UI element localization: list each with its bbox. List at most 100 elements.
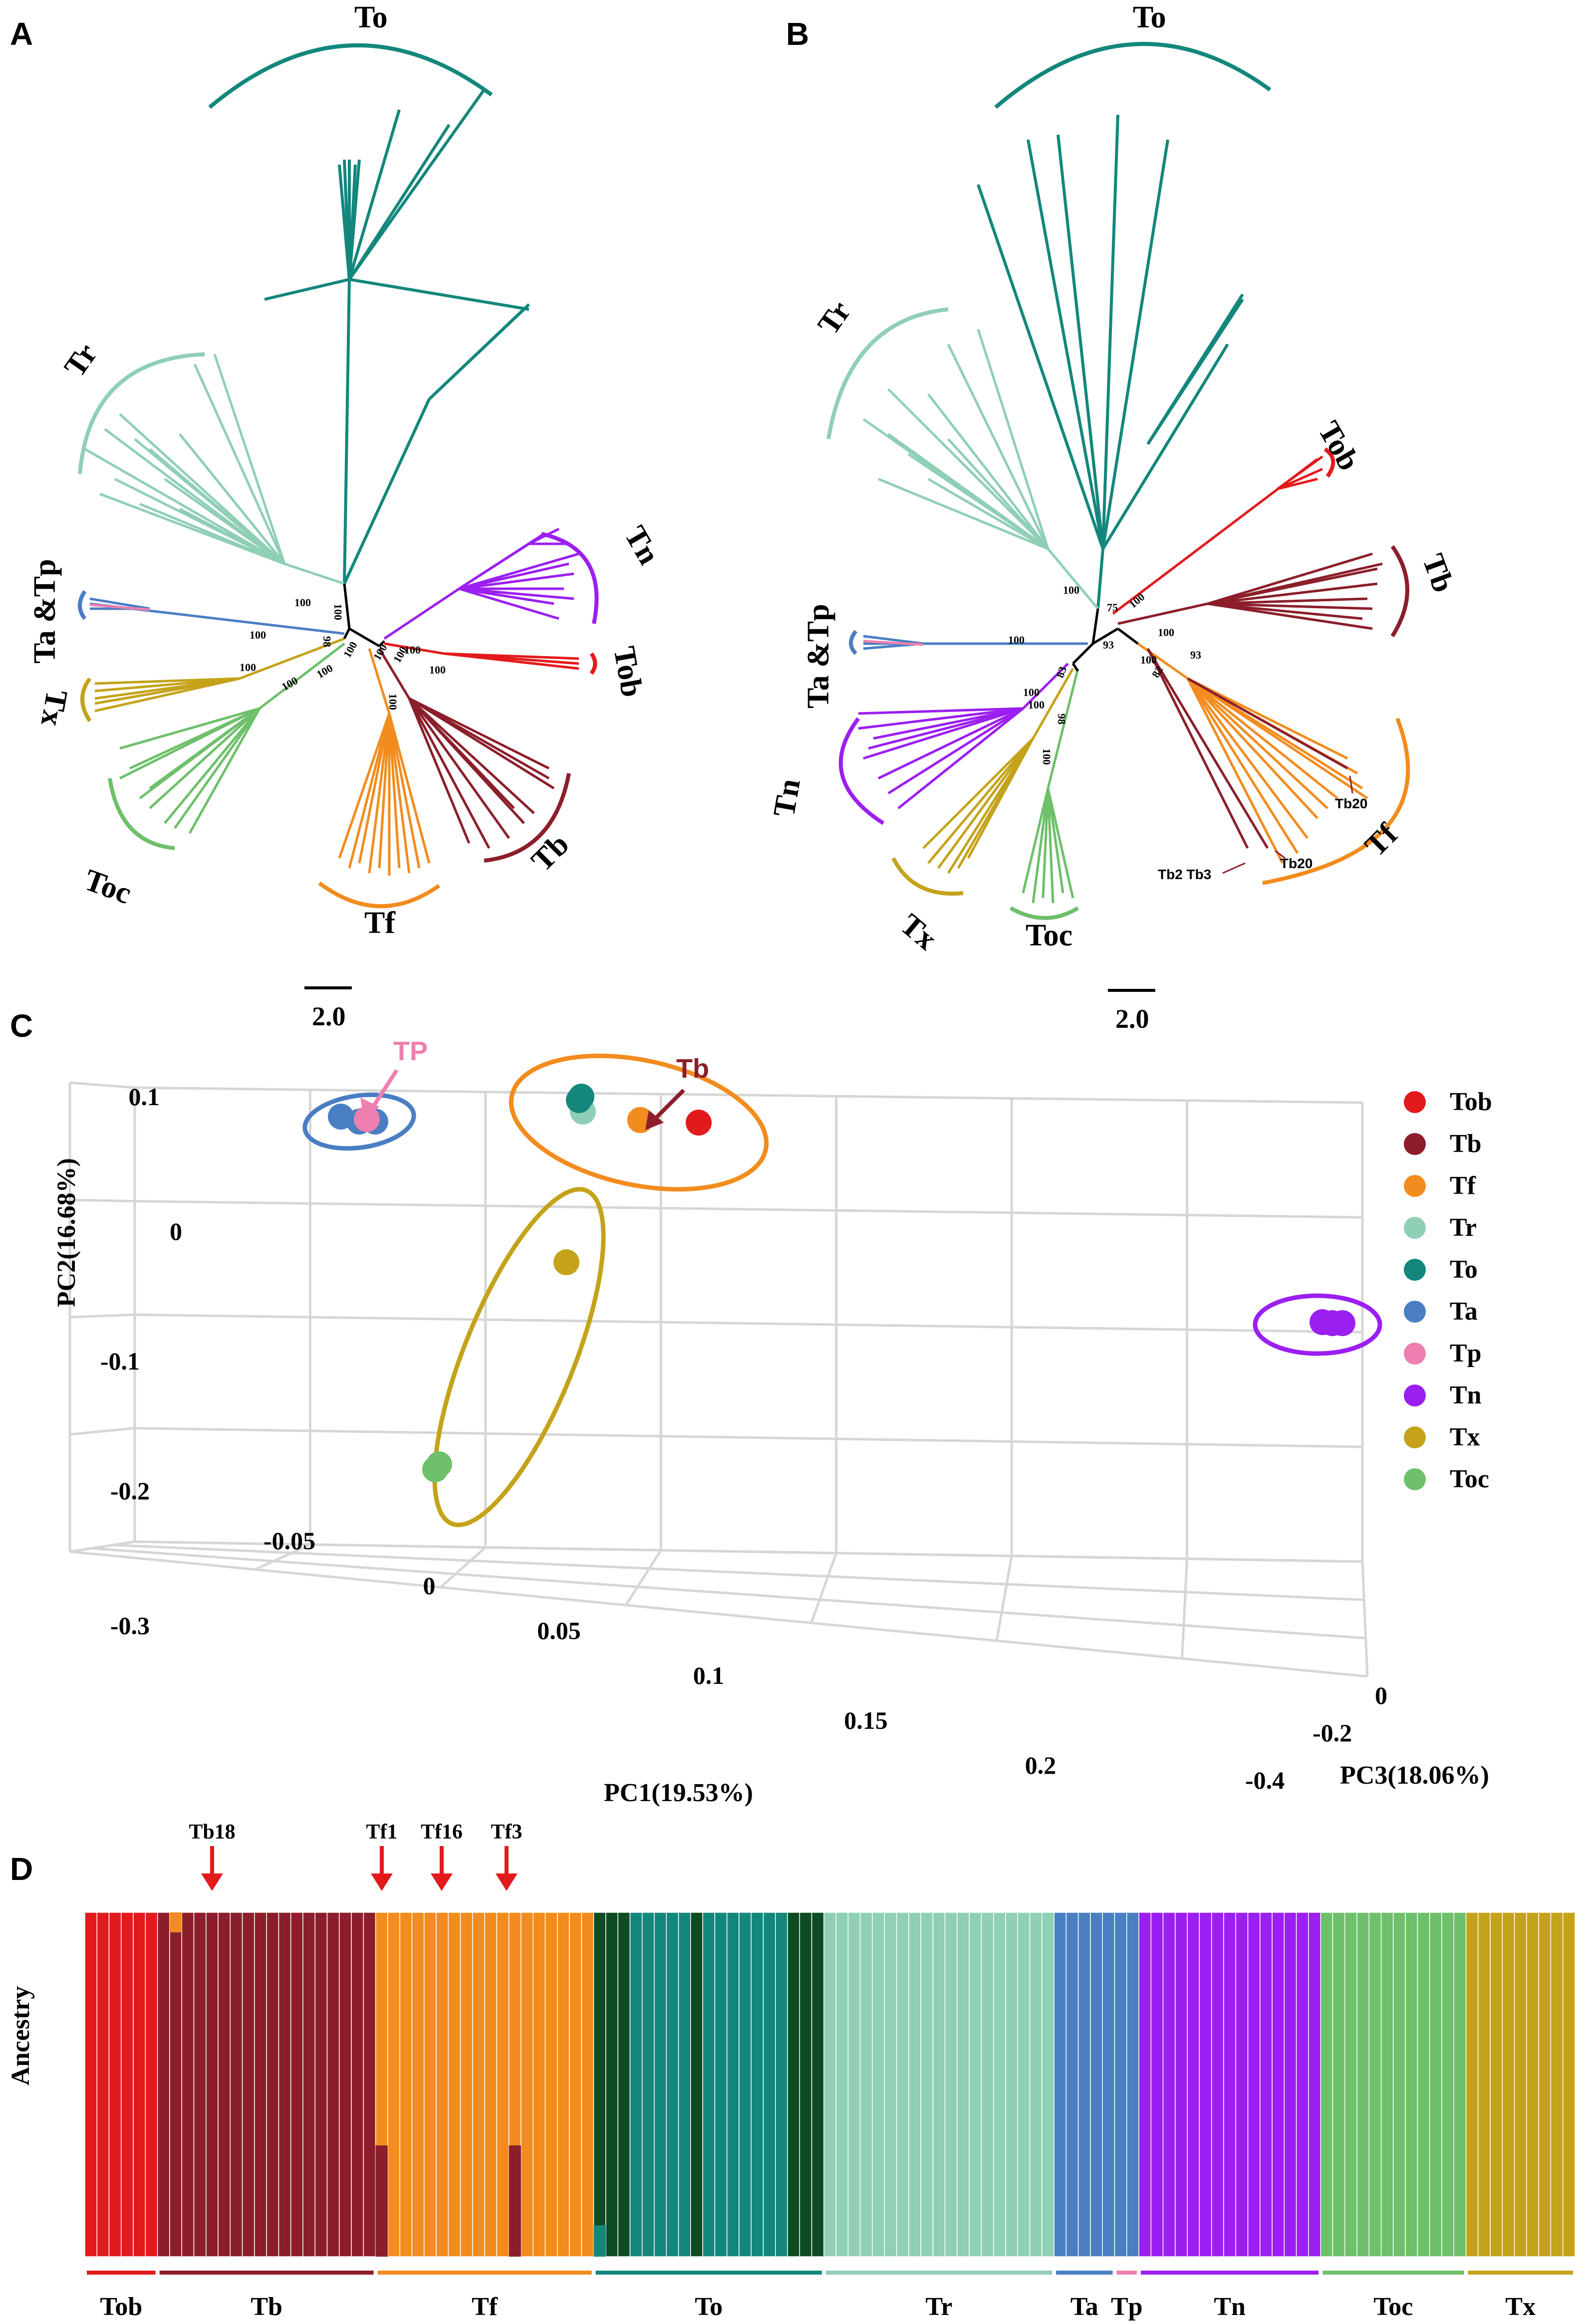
ancestry-marker-label: Tf3: [491, 1821, 523, 1844]
panel-a-bootstrap-labels: 100 100 98 100 100 100 100 100 100 100 1…: [240, 596, 446, 710]
legend-label-tp: Tp: [1450, 1339, 1482, 1368]
pca-gridline: [69, 1198, 135, 1202]
panel-letter-a: A: [10, 16, 33, 52]
ancestry-bar: [581, 1912, 594, 2257]
panel-a-label-toc: Toc: [80, 863, 136, 911]
ancestry-bar: [339, 1912, 352, 2257]
ancestry-bar: [1090, 1912, 1103, 2257]
ancestry-bar: [278, 1912, 291, 2257]
panel-a-tf-arc: [318, 881, 441, 909]
pca-gridline: [1361, 1561, 1369, 1677]
legend-marker-tr: [1404, 1217, 1426, 1239]
panel-a-label-tob: Tob: [607, 644, 649, 699]
ancestry-bar: [811, 1912, 824, 2257]
panel-a-tr-arc: [78, 352, 205, 474]
ancestry-bar: [1429, 1912, 1442, 2257]
ancestry-bar: [218, 1912, 231, 2257]
ancestry-bar: [1538, 1912, 1552, 2257]
ancestry-bar: [1175, 1912, 1188, 2257]
panel-a-tp-branch: [89, 603, 150, 611]
ancestry-bar: [1502, 1912, 1515, 2257]
ancestry-bar: [835, 1912, 849, 2257]
ancestry-bar: [1332, 1912, 1345, 2257]
ancestry-bar: [1272, 1912, 1285, 2257]
panel-a-label-tatp: Ta &Tp: [28, 559, 62, 664]
ancestry-bar: [1320, 1912, 1333, 2257]
panel-a-scale-label: 2.0: [312, 1001, 346, 1031]
pca-gridline: [69, 1313, 135, 1319]
ancestry-bar: [472, 1912, 485, 2257]
ancestry-bar: [957, 1912, 970, 2257]
ancestry-group-label: Tf: [472, 2293, 498, 2321]
panel-a-label-tf: Tf: [364, 906, 396, 940]
pca-xtick: 0.2: [1025, 1751, 1056, 1779]
ancestry-bar: [266, 1912, 279, 2257]
panel-b-center-branches: [1071, 608, 1139, 672]
pca-anno-tp: TP: [393, 1036, 428, 1066]
panel-a-label-tn: Tn: [618, 520, 666, 570]
pca-point-tp: [354, 1106, 380, 1132]
panel-b-tb20-arrow-a: [1349, 775, 1353, 794]
ancestry-bar: [1211, 1912, 1224, 2257]
ancestry-group-label: To: [695, 2293, 723, 2321]
panel-a-label-tb: Tb: [525, 827, 576, 878]
legend-label-to: To: [1450, 1255, 1478, 1284]
ancestry-bar: [678, 1912, 691, 2257]
pca-xtick: 0.05: [537, 1617, 581, 1644]
ancestry-bar: [775, 1912, 788, 2257]
ancestry-marker-arrowhead: [371, 1873, 393, 1891]
boot-label: 100: [429, 664, 446, 676]
ancestry-bar: [690, 1912, 703, 2257]
panel-b-anno-tb20a: Tb20: [1335, 796, 1367, 811]
panel-b-tb-arc: [1390, 545, 1409, 638]
panel-a-center-branches: [343, 583, 385, 648]
pca-gridline: [134, 1540, 1363, 1563]
ancestry-bar: [544, 1912, 558, 2257]
legend-marker-ta: [1404, 1301, 1426, 1323]
ancestry-groups: Tob Tb Tf To Tr Ta Tp Tn Toc Tx: [87, 2271, 1573, 2321]
panel-b-tf-arc: [1262, 717, 1410, 885]
ancestry-bar: [351, 1912, 364, 2257]
pca-legend: Tob Tb Tf Tr To Ta Tp Tn Tx Toc: [1404, 1088, 1492, 1493]
ancestry-group-label: Tr: [926, 2293, 953, 2321]
boot-label: 100: [250, 629, 266, 641]
legend-label-tn: Tn: [1450, 1381, 1482, 1409]
panel-b-label-tn: Tn: [767, 776, 807, 819]
panel-a-tf-branches: [338, 648, 431, 876]
pca-tb-arrowhead: [645, 1110, 664, 1130]
ancestry-bar: [206, 1912, 219, 2257]
ancestry-bar: [726, 1912, 740, 2257]
panel-a-tb-arc: [484, 773, 571, 863]
ancestry-bar: [884, 1912, 897, 2257]
ancestry-bar: [1138, 1912, 1152, 2257]
ancestry-bar: [787, 1912, 800, 2257]
ancestry-bar: [169, 1912, 182, 2257]
ellipse-tf: [509, 1053, 769, 1192]
ancestry-bar: [157, 1912, 170, 2257]
ancestry-bar: [1562, 1912, 1575, 2257]
panel-b-label-tatp: Ta &Tp: [801, 604, 835, 708]
panel-d: D Ancestry Tb18 Tf1 Tf16 Tf3 Tob Tb Tf To Tr Ta T…: [6, 1821, 1575, 2321]
panel-b-tf-branches: [1137, 642, 1368, 864]
ancestry-bar: [436, 1912, 449, 2257]
boot-label: 98: [1055, 713, 1068, 724]
ancestry-bar: [1465, 1912, 1479, 2257]
pca-ztick: -0.4: [1245, 1766, 1285, 1794]
boot-label: 100: [332, 604, 344, 620]
ancestry-bar: [1029, 1912, 1043, 2257]
boot-label: 100: [1041, 748, 1053, 765]
legend-label-tob: Tob: [1450, 1088, 1492, 1116]
pca-ylabel: PC2(16.68%): [52, 1158, 81, 1307]
ancestry-bar: [1393, 1912, 1406, 2257]
ancestry-bar: [1478, 1912, 1491, 2257]
panel-b-tr-arc: [826, 307, 949, 440]
ancestry-bar: [1017, 1912, 1031, 2257]
ancestry-bar: [605, 1912, 618, 2257]
boot-label: 100: [341, 639, 360, 660]
panel-a-label-tx: Tx: [34, 688, 74, 729]
panel-b-tob-branches: [1112, 455, 1323, 615]
panel-b-tb20-arrow-b: [1275, 850, 1286, 859]
ancestry-markers: Tb18 Tf1 Tf16 Tf3: [189, 1821, 523, 1891]
ancestry-bar: [193, 1912, 207, 2257]
panel-b-tp-branch: [863, 640, 924, 646]
